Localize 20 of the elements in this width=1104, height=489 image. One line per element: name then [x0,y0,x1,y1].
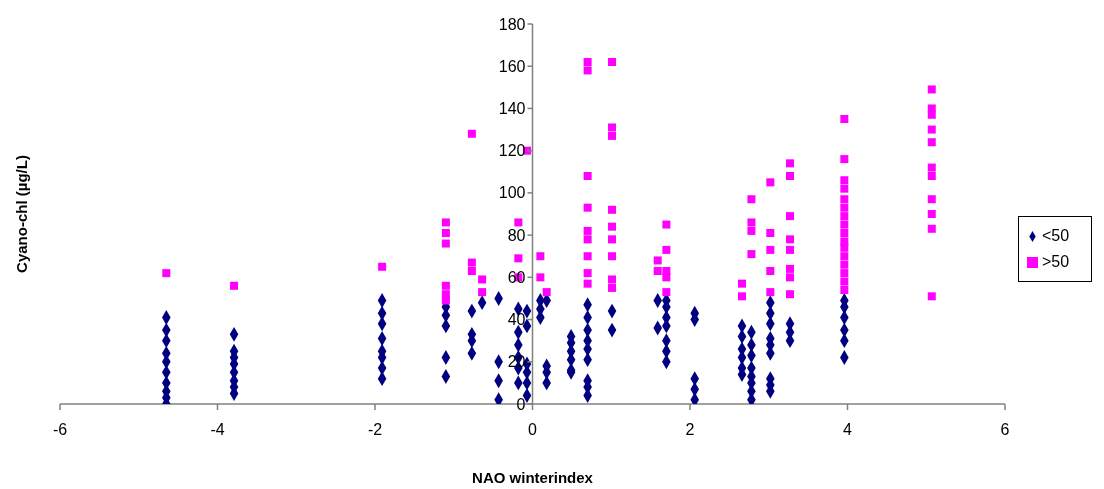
y-tick-label: 40 [507,311,526,329]
x-axis-title: NAO winterindex [472,469,594,486]
y-tick-label: 80 [507,226,526,244]
legend-label: >50 [1042,252,1070,270]
x-tick-label: -4 [210,421,225,439]
x-tick-label: 0 [528,421,538,439]
y-tick-label: 0 [516,395,526,413]
x-tick-label: 2 [685,421,695,439]
y-axis-title: Cyano-chl (µg/L) [13,155,31,273]
x-tick-label: -2 [367,421,383,439]
x-tick-label: 6 [1000,421,1010,439]
y-tick-label: 180 [498,15,526,33]
y-tick-label: 100 [498,184,526,202]
y-tick-label: 140 [498,100,526,118]
x-tick-label: -6 [52,421,68,439]
y-tick-label: 160 [498,57,526,75]
y-tick-label: 120 [498,142,526,160]
x-tick-label: 4 [843,421,853,439]
legend-label: <50 [1042,226,1070,244]
y-tick-label: 60 [507,268,526,286]
